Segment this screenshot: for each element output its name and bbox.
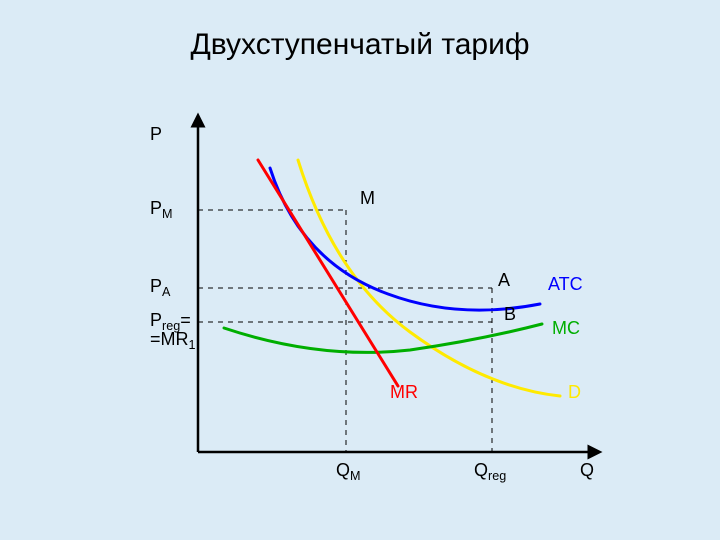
label-preg: Preg==MR1 <box>150 310 196 352</box>
label-pa: PA <box>150 276 171 299</box>
label-a: A <box>498 270 510 290</box>
label-b: B <box>504 304 516 324</box>
economics-chart: P PM PA Preg==MR1 M AB ATC MC MR D QM Qreg Q <box>0 0 720 540</box>
label-qreg: Qreg <box>474 460 506 483</box>
page-background: Двухступенчатый тариф PPMPAPreg==MR1MABA… <box>0 0 720 540</box>
label-p: P <box>150 124 162 144</box>
curve-mc <box>224 324 542 352</box>
label-mr: MR <box>390 382 418 402</box>
label-mc: MC <box>552 318 580 338</box>
label-pm: PM <box>150 198 173 221</box>
label-q: Q <box>580 460 594 480</box>
label-qm: QM <box>336 460 361 483</box>
label-m: M <box>360 188 375 208</box>
label-atc: ATC <box>548 274 583 294</box>
label-d: D <box>568 382 581 402</box>
curve-mr <box>258 160 398 386</box>
curve-d_demand <box>298 160 560 396</box>
